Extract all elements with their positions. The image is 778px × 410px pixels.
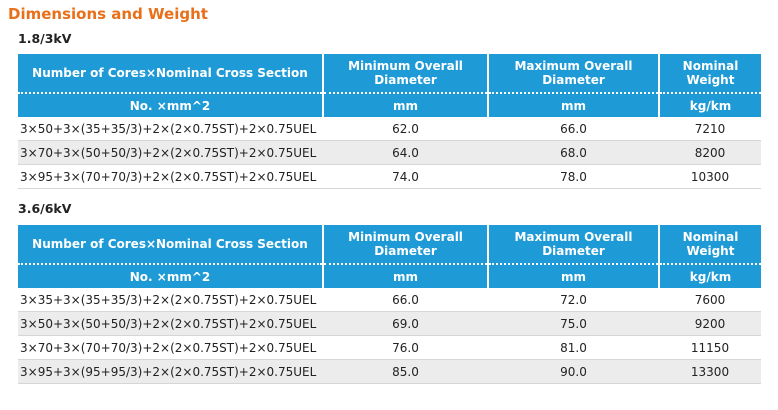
unit-min-diameter: mm (323, 264, 489, 288)
header-row: Number of Cores×Nominal Cross Section Mi… (18, 225, 761, 265)
cell-max-diameter: 78.0 (488, 164, 659, 189)
unit-row: No. ×mm^2 mm mm kg/km (18, 93, 761, 117)
header-min-diameter: Minimum Overall Diameter (323, 225, 489, 265)
table-row: 3×70+3×(50+50/3)+2×(2×0.75ST)+2×0.75UEL … (18, 140, 761, 165)
section-title: Dimensions and Weight (8, 5, 208, 23)
header-min-diameter: Minimum Overall Diameter (323, 54, 489, 94)
cell-max-diameter: 66.0 (488, 117, 659, 141)
cell-weight: 7600 (659, 288, 761, 312)
table-row: 3×95+3×(95+95/3)+2×(2×0.75ST)+2×0.75UEL … (18, 359, 761, 384)
cell-weight: 11150 (659, 335, 761, 360)
header-weight: Nominal Weight (659, 225, 761, 265)
header-weight: Nominal Weight (659, 54, 761, 94)
header-max-diameter: Maximum Overall Diameter (488, 225, 660, 265)
cell-min-diameter: 74.0 (323, 164, 488, 189)
cell-max-diameter: 81.0 (488, 335, 659, 360)
table-row: 3×70+3×(70+70/3)+2×(2×0.75ST)+2×0.75UEL … (18, 335, 761, 360)
cell-cores: 3×70+3×(50+50/3)+2×(2×0.75ST)+2×0.75UEL (18, 140, 323, 165)
cell-min-diameter: 64.0 (323, 140, 488, 165)
table-row: 3×50+3×(50+50/3)+2×(2×0.75ST)+2×0.75UEL … (18, 311, 761, 336)
dimensions-table-2: Number of Cores×Nominal Cross Section Mi… (18, 225, 761, 384)
cell-cores: 3×70+3×(70+70/3)+2×(2×0.75ST)+2×0.75UEL (18, 335, 323, 360)
cell-min-diameter: 85.0 (323, 359, 488, 384)
cell-min-diameter: 69.0 (323, 311, 488, 336)
cell-weight: 7210 (659, 117, 761, 141)
cell-max-diameter: 72.0 (488, 288, 659, 312)
table-row: 3×50+3×(35+35/3)+2×(2×0.75ST)+2×0.75UEL … (18, 117, 761, 141)
unit-max-diameter: mm (488, 264, 660, 288)
table-row: 3×35+3×(35+35/3)+2×(2×0.75ST)+2×0.75UEL … (18, 288, 761, 312)
cell-weight: 8200 (659, 140, 761, 165)
voltage-label-1: 1.8/3kV (18, 31, 72, 46)
cell-cores: 3×35+3×(35+35/3)+2×(2×0.75ST)+2×0.75UEL (18, 288, 323, 312)
cell-weight: 13300 (659, 359, 761, 384)
cell-cores: 3×50+3×(35+35/3)+2×(2×0.75ST)+2×0.75UEL (18, 117, 323, 141)
unit-weight: kg/km (659, 264, 761, 288)
unit-max-diameter: mm (488, 93, 660, 117)
header-cores: Number of Cores×Nominal Cross Section (18, 225, 324, 265)
cell-cores: 3×50+3×(50+50/3)+2×(2×0.75ST)+2×0.75UEL (18, 311, 323, 336)
unit-min-diameter: mm (323, 93, 489, 117)
cell-max-diameter: 75.0 (488, 311, 659, 336)
cell-cores: 3×95+3×(70+70/3)+2×(2×0.75ST)+2×0.75UEL (18, 164, 323, 189)
cell-max-diameter: 90.0 (488, 359, 659, 384)
cell-cores: 3×95+3×(95+95/3)+2×(2×0.75ST)+2×0.75UEL (18, 359, 323, 384)
cell-weight: 10300 (659, 164, 761, 189)
header-cores: Number of Cores×Nominal Cross Section (18, 54, 324, 94)
header-max-diameter: Maximum Overall Diameter (488, 54, 660, 94)
cell-min-diameter: 62.0 (323, 117, 488, 141)
unit-weight: kg/km (659, 93, 761, 117)
cell-max-diameter: 68.0 (488, 140, 659, 165)
unit-row: No. ×mm^2 mm mm kg/km (18, 264, 761, 288)
voltage-label-2: 3.6/6kV (18, 201, 72, 216)
cell-min-diameter: 66.0 (323, 288, 488, 312)
cell-weight: 9200 (659, 311, 761, 336)
cell-min-diameter: 76.0 (323, 335, 488, 360)
unit-cores: No. ×mm^2 (18, 93, 324, 117)
table-row: 3×95+3×(70+70/3)+2×(2×0.75ST)+2×0.75UEL … (18, 164, 761, 189)
header-row: Number of Cores×Nominal Cross Section Mi… (18, 54, 761, 94)
unit-cores: No. ×mm^2 (18, 264, 324, 288)
dimensions-table-1: Number of Cores×Nominal Cross Section Mi… (18, 54, 761, 189)
